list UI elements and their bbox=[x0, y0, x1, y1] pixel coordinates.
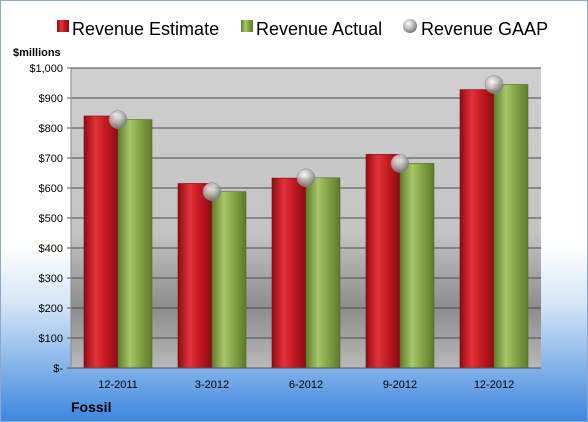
bar-estimate bbox=[271, 177, 307, 369]
x-axis-ticks: 12-2011 3-2012 6-2012 9-2012 12-2012 bbox=[98, 379, 514, 391]
bars bbox=[83, 84, 529, 369]
y-tick-label: $1,000 bbox=[29, 63, 63, 75]
legend-label-estimate: Revenue Estimate bbox=[72, 19, 219, 39]
y-tick-label: $600 bbox=[39, 183, 63, 195]
bar-estimate bbox=[365, 154, 401, 369]
legend-label-gaap: Revenue GAAP bbox=[421, 19, 548, 39]
bar-estimate bbox=[459, 89, 495, 369]
marker-gaap bbox=[108, 110, 128, 129]
legend-swatch-estimate bbox=[57, 20, 69, 32]
x-tick-label: 3-2012 bbox=[195, 379, 229, 391]
bar-actual bbox=[399, 163, 435, 369]
bar-actual bbox=[305, 177, 341, 369]
y-tick-label: $100 bbox=[39, 333, 63, 345]
bar-actual bbox=[211, 191, 247, 369]
bar-estimate bbox=[177, 183, 213, 369]
y-axis-ticks: $- $100 $200 $300 $400 $500 $600 $700 $800 $900 $1… bbox=[29, 63, 71, 375]
legend: Revenue Estimate Revenue Actual Revenue … bbox=[57, 19, 548, 39]
marker-gaap bbox=[296, 168, 316, 188]
x-tick-label: 12-2011 bbox=[98, 379, 138, 391]
marker-gaap bbox=[202, 182, 222, 201]
bar-actual bbox=[117, 119, 153, 369]
legend-label-actual: Revenue Actual bbox=[256, 19, 382, 39]
y-tick-label: $300 bbox=[39, 273, 63, 285]
marker-gaap bbox=[390, 154, 410, 173]
y-tick-label: $400 bbox=[39, 243, 63, 255]
bar-actual bbox=[493, 84, 529, 369]
legend-swatch-actual bbox=[241, 20, 253, 32]
gaap-markers bbox=[108, 75, 504, 201]
y-tick-label: $200 bbox=[39, 303, 63, 315]
legend-swatch-gaap bbox=[403, 19, 417, 33]
y-unit-label: $millions bbox=[13, 47, 61, 59]
company-label: Fossil bbox=[71, 399, 111, 415]
y-tick-label: $800 bbox=[39, 123, 63, 135]
y-tick-label: $- bbox=[53, 363, 63, 375]
x-tick-label: 12-2012 bbox=[474, 379, 514, 391]
bar-estimate bbox=[83, 115, 119, 369]
x-tick-label: 6-2012 bbox=[289, 379, 323, 391]
y-tick-label: $500 bbox=[39, 213, 63, 225]
marker-gaap bbox=[484, 75, 504, 94]
y-tick-label: $700 bbox=[39, 153, 63, 165]
x-tick-label: 9-2012 bbox=[383, 379, 417, 391]
y-tick-label: $900 bbox=[39, 93, 63, 105]
